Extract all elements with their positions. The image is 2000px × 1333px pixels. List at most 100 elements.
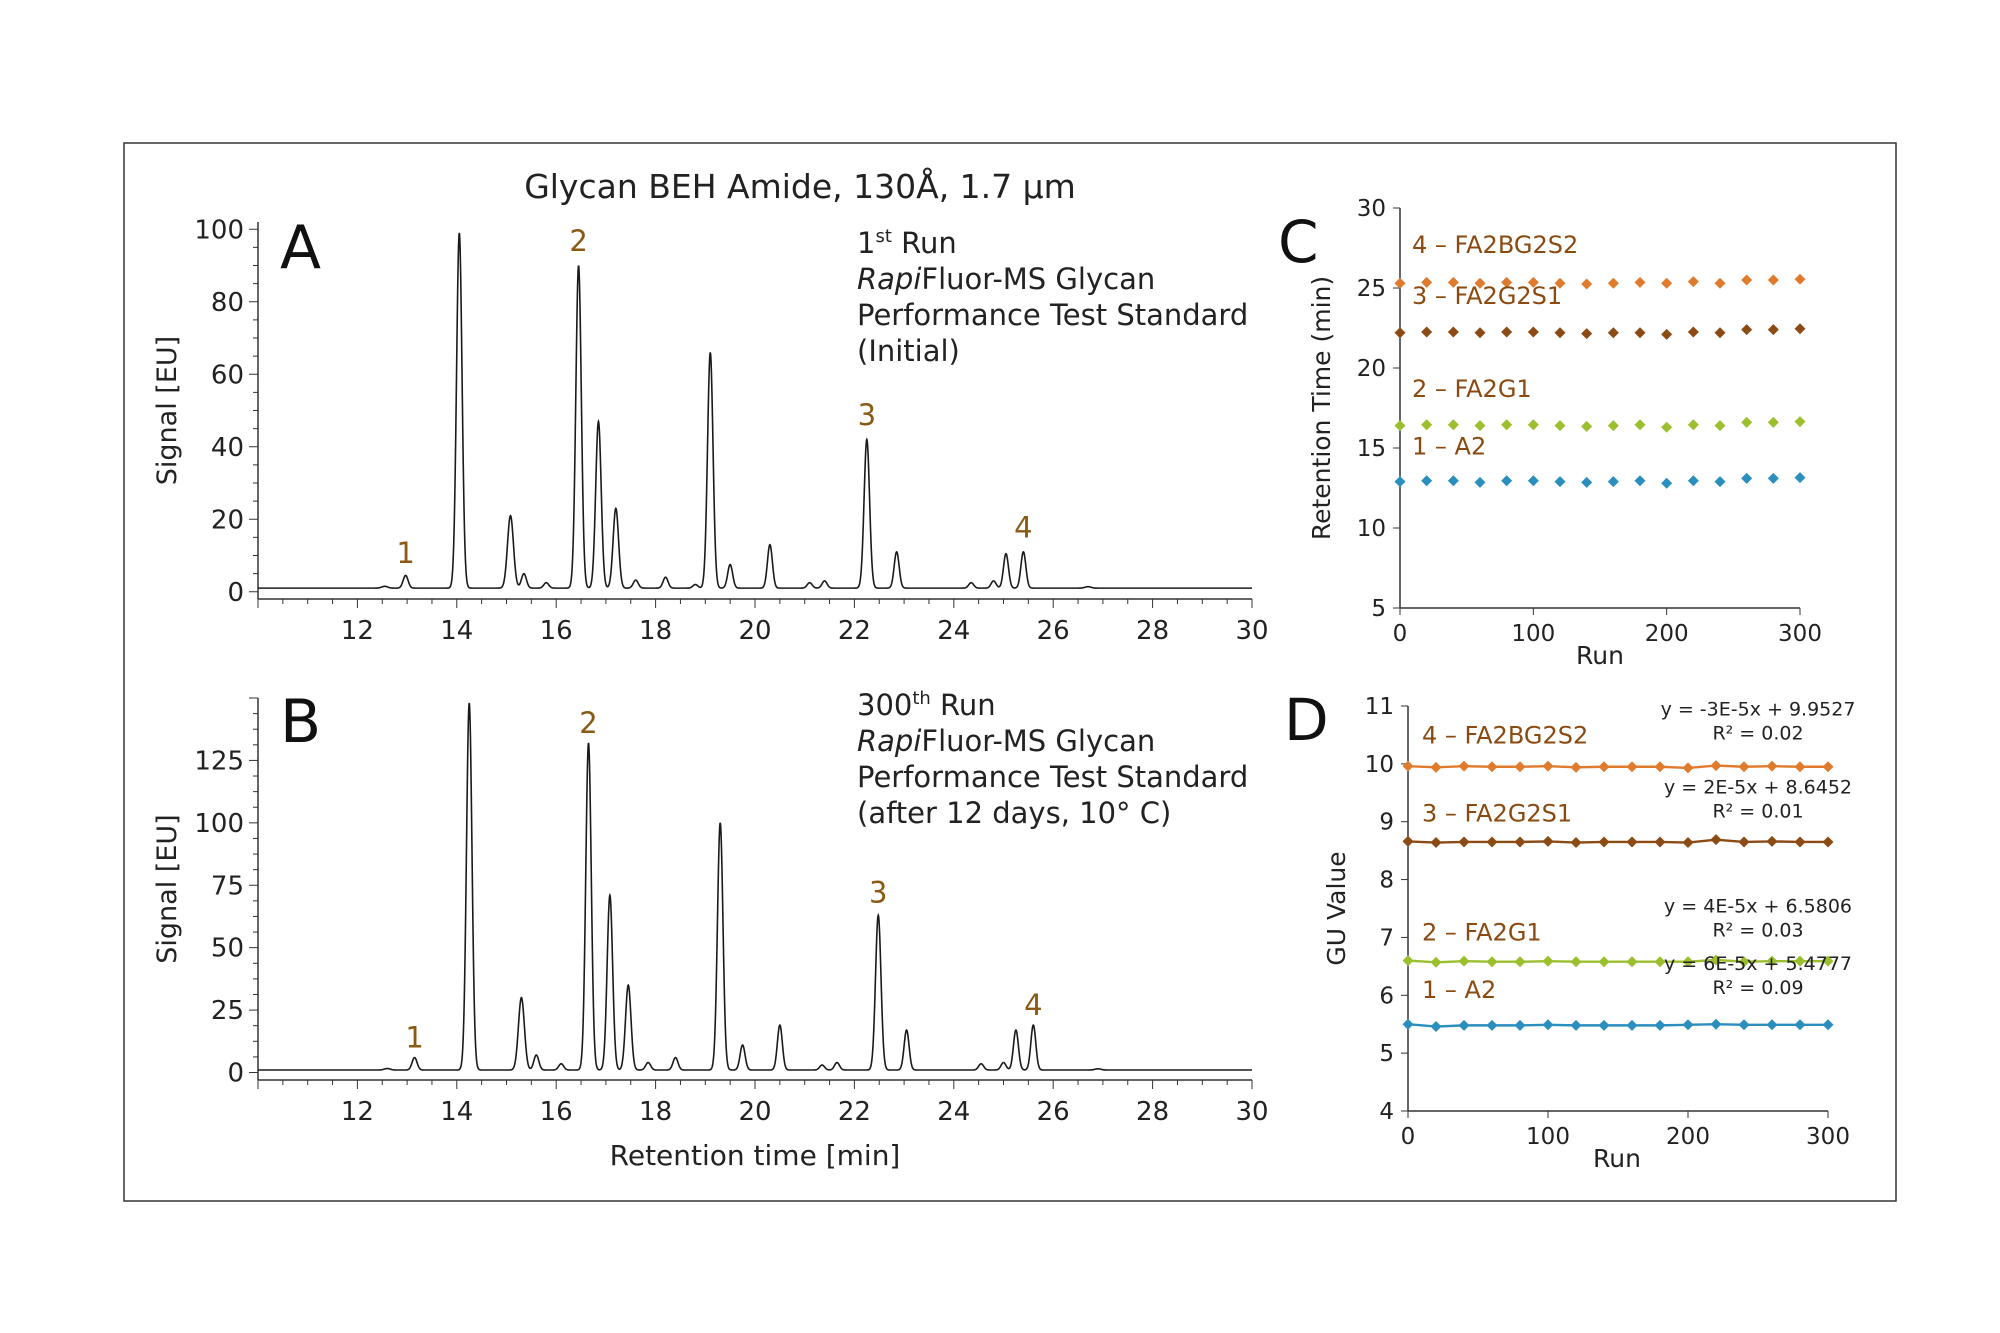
data-point bbox=[1527, 276, 1539, 288]
peak-label: 3 bbox=[858, 398, 876, 432]
data-point bbox=[1486, 836, 1498, 848]
data-point bbox=[1542, 760, 1554, 772]
x-tick-label: 30 bbox=[1235, 616, 1268, 646]
peak-label: 3 bbox=[869, 876, 887, 910]
data-point bbox=[1458, 1019, 1470, 1031]
data-point bbox=[1822, 955, 1834, 967]
data-point bbox=[1794, 323, 1806, 335]
peak-label: 2 bbox=[579, 706, 597, 740]
data-point bbox=[1402, 955, 1414, 967]
series-label: 4 – FA2BG2S2 bbox=[1422, 722, 1588, 750]
data-point bbox=[1822, 836, 1834, 848]
x-tick-label: 24 bbox=[937, 1097, 970, 1127]
run-suffix: st bbox=[875, 226, 891, 247]
data-point bbox=[1710, 760, 1722, 772]
data-point bbox=[1542, 955, 1554, 967]
run-annotation: 300th Run bbox=[857, 688, 996, 722]
data-point bbox=[1766, 760, 1778, 772]
x-tick-label: 100 bbox=[1526, 1124, 1570, 1150]
data-point bbox=[1654, 761, 1666, 773]
data-point bbox=[1738, 836, 1750, 848]
data-point bbox=[1794, 472, 1806, 484]
data-point bbox=[1402, 1018, 1414, 1030]
run-number: 1 bbox=[857, 226, 875, 260]
x-tick-label: 30 bbox=[1235, 1097, 1268, 1127]
x-tick-label: 300 bbox=[1778, 621, 1822, 647]
y-tick-label: 100 bbox=[194, 809, 244, 839]
x-tick-label: 22 bbox=[838, 1097, 871, 1127]
y-tick-label: 30 bbox=[1357, 196, 1386, 222]
data-point bbox=[1654, 956, 1666, 968]
y-tick-label: 4 bbox=[1379, 1099, 1394, 1125]
series-label: 2 – FA2G1 bbox=[1412, 375, 1532, 403]
panel-d-gu-value: 0 100 200 300 4 5 6 7 8 9 10 11 Run GU Value 4 – FA2BG… bbox=[1284, 686, 1855, 1173]
data-point bbox=[1421, 475, 1433, 487]
peak-label: 1 bbox=[405, 1021, 423, 1055]
data-point bbox=[1581, 476, 1593, 488]
y-tick-label: 11 bbox=[1365, 694, 1394, 720]
data-point bbox=[1430, 956, 1442, 968]
trendline-r2: R² = 0.09 bbox=[1712, 977, 1803, 999]
panel-c-retention-time: 0 100 200 300 5 10 15 20 25 30 Run Retention Time (… bbox=[1278, 196, 1822, 670]
chromatogram-trace bbox=[258, 702, 1252, 1071]
x-axis-label: Run bbox=[1593, 1144, 1641, 1173]
standard-name-rest: Fluor-MS Glycan bbox=[921, 724, 1155, 758]
data-point bbox=[1554, 420, 1566, 432]
data-point bbox=[1447, 276, 1459, 288]
x-tick-label: 200 bbox=[1666, 1124, 1710, 1150]
y-axis-label: Signal [EU] bbox=[152, 336, 183, 485]
data-point bbox=[1767, 324, 1779, 336]
data-point bbox=[1402, 760, 1414, 772]
y-tick-label: 100 bbox=[194, 215, 244, 245]
data-point bbox=[1794, 761, 1806, 773]
data-point bbox=[1767, 274, 1779, 286]
run-word: Run bbox=[892, 226, 957, 260]
y-axis-label: GU Value bbox=[1322, 851, 1351, 965]
data-point bbox=[1486, 956, 1498, 968]
data-point bbox=[1661, 277, 1673, 289]
data-point bbox=[1766, 835, 1778, 847]
series-label: 4 – FA2BG2S2 bbox=[1412, 231, 1578, 259]
data-point bbox=[1598, 1019, 1610, 1031]
series-trendline bbox=[1407, 838, 1828, 844]
data-point bbox=[1607, 420, 1619, 432]
data-point bbox=[1710, 1018, 1722, 1030]
run-word: Run bbox=[931, 688, 996, 722]
data-point bbox=[1474, 476, 1486, 488]
data-point bbox=[1710, 834, 1722, 846]
series-trendline bbox=[1407, 958, 1828, 964]
data-point bbox=[1822, 761, 1834, 773]
data-point bbox=[1682, 762, 1694, 774]
data-point bbox=[1738, 1019, 1750, 1031]
data-point bbox=[1514, 1019, 1526, 1031]
data-point bbox=[1687, 326, 1699, 338]
data-point bbox=[1634, 327, 1646, 339]
trendline-equation: y = 4E-5x + 6.5806 bbox=[1664, 895, 1852, 917]
data-point bbox=[1634, 419, 1646, 431]
data-point bbox=[1474, 277, 1486, 289]
standard-condition: (after 12 days, 10° C) bbox=[857, 796, 1171, 830]
data-point bbox=[1654, 836, 1666, 848]
data-point bbox=[1501, 419, 1513, 431]
series-label: 1 – A2 bbox=[1412, 432, 1486, 460]
data-point bbox=[1626, 761, 1638, 773]
x-tick-label: 20 bbox=[738, 616, 771, 646]
y-tick-label: 6 bbox=[1379, 983, 1394, 1009]
data-point bbox=[1458, 836, 1470, 848]
data-point bbox=[1474, 327, 1486, 339]
data-point bbox=[1661, 421, 1673, 433]
data-point bbox=[1687, 276, 1699, 288]
chromatogram-trace bbox=[258, 232, 1252, 589]
y-axis-label: Signal [EU] bbox=[152, 814, 183, 963]
data-point bbox=[1402, 835, 1414, 847]
data-point bbox=[1486, 761, 1498, 773]
data-point bbox=[1634, 276, 1646, 288]
x-tick-label: 28 bbox=[1136, 616, 1169, 646]
data-point bbox=[1626, 956, 1638, 968]
x-tick-label: 22 bbox=[838, 616, 871, 646]
x-tick-label: 28 bbox=[1136, 1097, 1169, 1127]
data-point bbox=[1394, 476, 1406, 488]
peak-label: 1 bbox=[396, 536, 414, 570]
